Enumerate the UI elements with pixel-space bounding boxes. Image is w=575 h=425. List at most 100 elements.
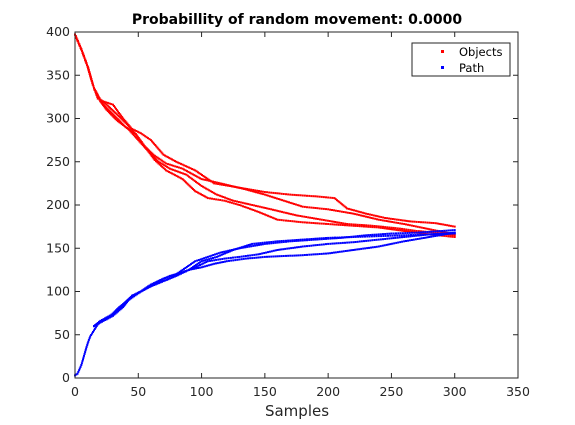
point-objects: [320, 222, 323, 225]
point-objects: [386, 226, 389, 229]
point-objects: [215, 181, 218, 184]
point-path: [426, 236, 429, 239]
point-path: [294, 246, 296, 249]
point-objects: [165, 169, 168, 172]
point-objects: [94, 90, 97, 92]
point-objects: [370, 213, 373, 216]
point-objects: [376, 218, 378, 221]
point-objects: [251, 190, 254, 193]
point-objects: [122, 117, 125, 120]
point-path: [252, 244, 255, 247]
x-tick-label: 350: [506, 384, 530, 399]
point-objects: [197, 176, 200, 179]
point-objects: [432, 229, 435, 231]
point-path: [92, 330, 94, 333]
point-objects: [416, 225, 419, 228]
point-objects: [105, 101, 108, 104]
point-objects: [342, 222, 345, 225]
point-objects: [428, 221, 431, 224]
point-objects: [157, 147, 160, 150]
point-objects: [165, 162, 168, 165]
point-objects: [314, 195, 317, 198]
point-path: [122, 303, 125, 306]
point-objects: [126, 124, 129, 127]
point-objects: [264, 207, 267, 209]
point-objects: [164, 154, 166, 157]
point-path: [329, 242, 332, 245]
point-objects: [158, 157, 161, 160]
point-path: [270, 250, 273, 253]
point-objects: [132, 134, 135, 137]
point-objects: [89, 76, 92, 79]
point-objects: [374, 217, 377, 220]
point-objects: [301, 215, 304, 218]
point-objects: [107, 111, 110, 114]
point-path: [219, 251, 222, 254]
point-path: [195, 267, 198, 270]
point-path: [357, 235, 360, 238]
x-axis-label: Samples: [265, 402, 329, 420]
point-objects: [247, 207, 250, 210]
point-path: [147, 285, 149, 288]
point-objects: [89, 74, 92, 77]
point-objects: [399, 229, 402, 232]
point-objects: [112, 115, 115, 118]
point-path: [363, 234, 365, 237]
point-objects: [327, 208, 330, 211]
point-objects: [357, 213, 360, 216]
point-objects: [169, 157, 172, 160]
point-objects: [131, 129, 134, 132]
point-objects: [239, 187, 242, 190]
point-objects: [225, 183, 227, 186]
point-objects: [307, 216, 310, 219]
point-objects: [420, 230, 422, 233]
point-objects: [150, 153, 153, 156]
point-path: [261, 256, 264, 259]
point-path: [221, 251, 224, 254]
point-path: [338, 250, 341, 253]
point-objects: [130, 131, 133, 134]
point-objects: [197, 191, 200, 194]
point-path: [375, 238, 378, 241]
point-objects: [412, 225, 415, 227]
point-path: [244, 245, 247, 248]
point-objects: [201, 174, 203, 176]
point-path: [447, 229, 450, 232]
point-objects: [316, 195, 319, 198]
point-path: [447, 232, 450, 235]
point-path: [188, 264, 191, 267]
point-path: [157, 279, 160, 282]
point-objects: [92, 85, 95, 88]
point-objects: [124, 121, 127, 124]
point-objects: [285, 219, 287, 222]
point-objects: [261, 190, 264, 193]
point-path: [371, 233, 374, 236]
point-path: [410, 234, 412, 236]
point-objects: [414, 225, 417, 228]
point-path: [223, 257, 226, 260]
point-objects: [395, 221, 398, 224]
point-objects: [232, 185, 235, 188]
point-objects: [112, 110, 115, 112]
point-objects: [173, 160, 176, 162]
point-objects: [401, 229, 404, 232]
point-objects: [244, 188, 247, 191]
point-path: [453, 231, 456, 234]
point-path: [173, 275, 176, 278]
point-path: [100, 319, 103, 321]
point-path: [157, 282, 160, 285]
point-path: [322, 243, 325, 246]
point-objects: [144, 146, 147, 149]
point-path: [366, 235, 369, 238]
point-objects: [113, 111, 116, 114]
point-objects: [265, 194, 268, 197]
point-objects: [164, 165, 167, 168]
point-path: [203, 257, 206, 260]
point-path: [131, 296, 134, 299]
point-objects: [424, 227, 427, 230]
point-objects: [217, 194, 220, 197]
point-path: [352, 249, 355, 251]
point-objects: [273, 217, 276, 220]
point-objects: [203, 175, 206, 178]
point-objects: [206, 188, 209, 191]
